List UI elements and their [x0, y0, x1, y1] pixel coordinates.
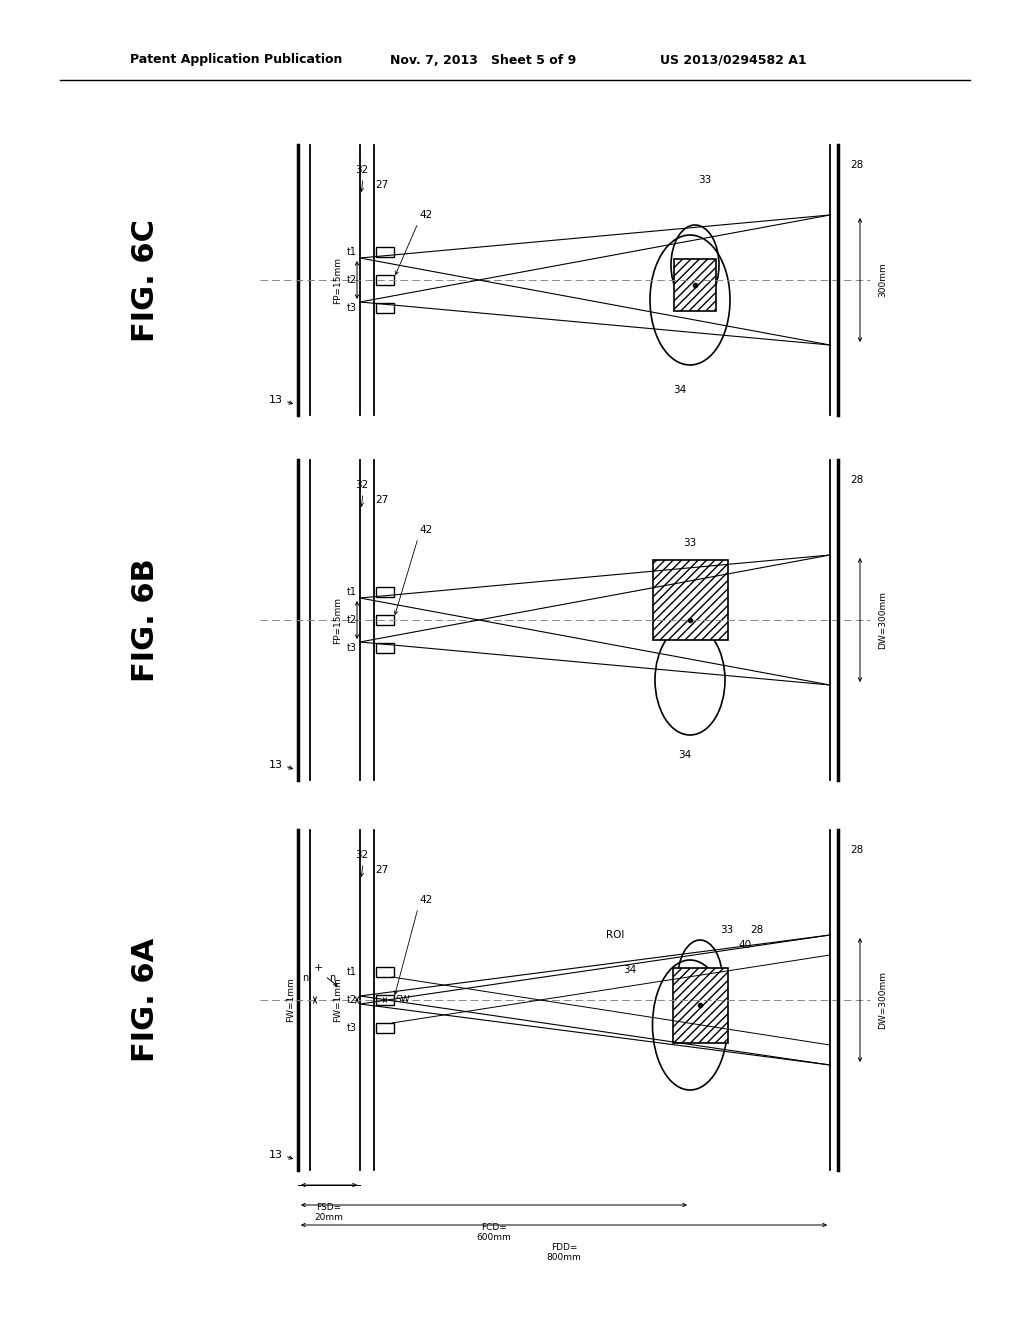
Text: US 2013/0294582 A1: US 2013/0294582 A1: [660, 54, 807, 66]
Bar: [376, 615, 394, 624]
Text: 27: 27: [376, 180, 389, 190]
Text: t3: t3: [347, 1023, 357, 1034]
Bar: [376, 275, 394, 285]
Text: FSD=
20mm: FSD= 20mm: [314, 1203, 343, 1222]
Text: DW=300mm: DW=300mm: [878, 972, 887, 1030]
Text: 34: 34: [678, 750, 691, 760]
Text: 42: 42: [419, 895, 432, 906]
Text: 32: 32: [355, 480, 369, 490]
Bar: [652, 560, 727, 640]
Text: DW=300mm: DW=300mm: [878, 591, 887, 649]
Text: FIG. 6B: FIG. 6B: [130, 558, 160, 682]
Text: t1: t1: [347, 247, 357, 257]
Text: 13: 13: [269, 760, 283, 770]
Text: 34: 34: [674, 385, 687, 395]
Text: FP=15mm: FP=15mm: [334, 597, 342, 644]
Text: SW: SW: [395, 995, 410, 1005]
Text: 27: 27: [376, 495, 389, 506]
Text: t2: t2: [347, 615, 357, 624]
Text: 28: 28: [850, 160, 863, 170]
Text: 42: 42: [419, 210, 432, 220]
Text: 13: 13: [269, 395, 283, 405]
Text: 32: 32: [355, 850, 369, 861]
Bar: [376, 247, 394, 257]
Text: FCD=
600mm: FCD= 600mm: [476, 1224, 511, 1242]
Bar: [376, 587, 394, 597]
Text: t1: t1: [347, 587, 357, 597]
Text: 42: 42: [419, 525, 432, 535]
Text: 28: 28: [850, 845, 863, 855]
Text: FW=1mm: FW=1mm: [286, 978, 295, 1023]
Bar: [673, 968, 727, 1043]
Bar: [376, 304, 394, 313]
Bar: [376, 995, 394, 1005]
Text: 28: 28: [850, 475, 863, 484]
Text: FIG. 6C: FIG. 6C: [130, 219, 160, 342]
Text: Nov. 7, 2013   Sheet 5 of 9: Nov. 7, 2013 Sheet 5 of 9: [390, 54, 577, 66]
Text: t2: t2: [347, 995, 357, 1005]
Text: FDD=
800mm: FDD= 800mm: [547, 1243, 582, 1262]
Text: n: n: [329, 973, 335, 983]
Text: FP=15mm: FP=15mm: [334, 256, 342, 304]
Text: 34: 34: [624, 965, 637, 975]
Text: 27: 27: [376, 865, 389, 875]
Text: FW=1mm: FW=1mm: [334, 978, 342, 1023]
Text: t3: t3: [347, 643, 357, 653]
Text: 13: 13: [269, 1150, 283, 1160]
Text: t2: t2: [347, 275, 357, 285]
Bar: [376, 968, 394, 977]
Text: 33: 33: [683, 539, 696, 548]
Text: 300mm: 300mm: [878, 263, 887, 297]
Bar: [376, 1023, 394, 1034]
Bar: [674, 259, 716, 312]
Text: t3: t3: [347, 304, 357, 313]
Text: FIG. 6A: FIG. 6A: [130, 939, 160, 1063]
Text: t1: t1: [347, 968, 357, 977]
Text: Patent Application Publication: Patent Application Publication: [130, 54, 342, 66]
Text: +: +: [313, 964, 323, 973]
Bar: [376, 643, 394, 653]
Text: 33: 33: [720, 925, 733, 935]
Text: ROI: ROI: [606, 931, 625, 940]
Text: 32: 32: [355, 165, 369, 176]
Text: 40: 40: [738, 940, 752, 950]
Text: 28: 28: [750, 925, 763, 935]
Text: n: n: [302, 973, 308, 983]
Text: 33: 33: [698, 176, 712, 185]
